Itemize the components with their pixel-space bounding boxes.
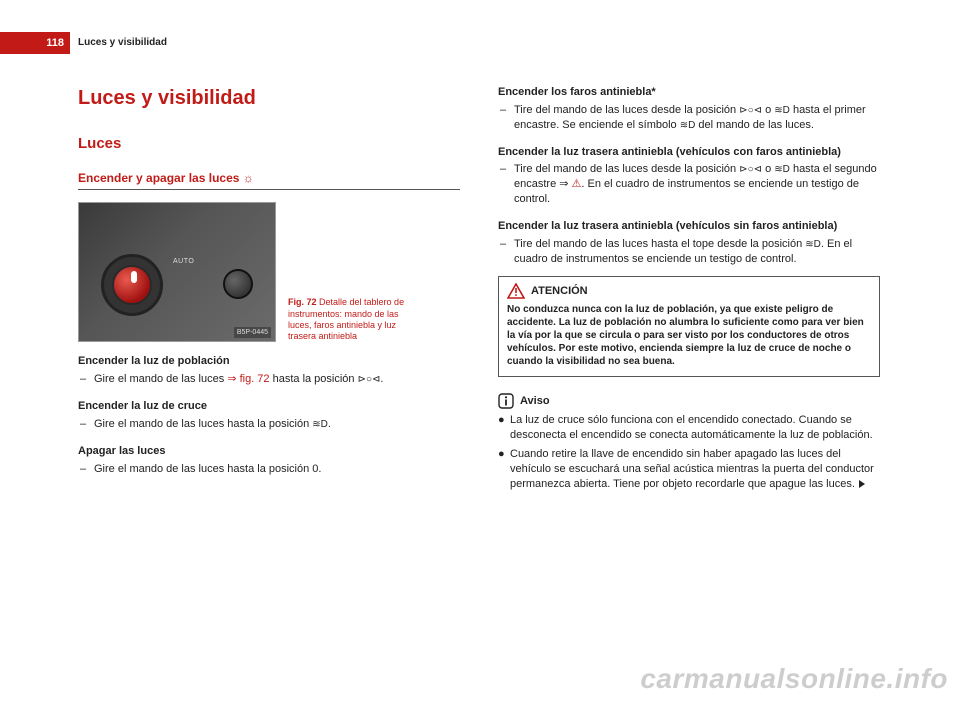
t: Tire del mando de las luces desde la pos… <box>514 104 739 116</box>
g: ≋D <box>774 105 790 116</box>
p1-step: – Gire el mando de las luces ⇒ fig. 72 h… <box>78 372 460 387</box>
r2-step: – Tire del mando de las luces desde la p… <box>498 162 880 207</box>
g: ⊳○⊲ <box>739 105 762 116</box>
p1-step-text: Gire el mando de las luces ⇒ fig. 72 has… <box>94 372 460 387</box>
right-column: Encender los faros antiniebla* – Tire de… <box>498 85 880 500</box>
sun-icon: ☼ <box>243 171 254 185</box>
warning-box: ATENCIÓN No conduzca nunca con la luz de… <box>498 276 880 377</box>
note-text-1: La luz de cruce sólo funciona con el enc… <box>510 413 880 443</box>
dash-icon: – <box>80 417 94 432</box>
position-glyph: ≋D <box>312 419 328 430</box>
p3-step-text: Gire el mando de las luces hasta la posi… <box>94 462 460 477</box>
warning-body: No conduzca nunca con la luz de població… <box>507 303 871 368</box>
t: Tire del mando de las luces hasta el top… <box>514 238 805 250</box>
bullet-dot: ● <box>498 413 510 443</box>
p1-heading: Encender la luz de población <box>78 354 460 369</box>
note-bullet-2: ● Cuando retire la llave de encendido si… <box>498 447 880 492</box>
t: Cuando retire la llave de encendido sin … <box>510 448 874 490</box>
g: ≋D <box>805 239 821 250</box>
r3-heading: Encender la luz trasera antiniebla (vehí… <box>498 219 880 234</box>
p1-post: hasta la posición <box>270 373 358 385</box>
r2-text: Tire del mando de las luces desde la pos… <box>514 162 880 207</box>
t: o <box>762 163 774 175</box>
title-sub: Encender y apagar las luces ☼ <box>78 170 460 190</box>
r3-text: Tire del mando de las luces hasta el top… <box>514 237 880 267</box>
figure-image: AUTO B5P-0445 <box>78 202 276 342</box>
figure-caption-prefix: Fig. 72 <box>288 297 319 307</box>
dash-icon: – <box>500 103 514 133</box>
auto-label: AUTO <box>173 257 194 266</box>
dash-icon: – <box>80 372 94 387</box>
dash-icon: – <box>80 462 94 477</box>
title-section: Luces <box>78 134 460 154</box>
g: ⊳○⊲ <box>739 164 762 175</box>
r2-heading: Encender la luz trasera antiniebla (vehí… <box>498 145 880 160</box>
note-title: Aviso <box>520 394 550 409</box>
p1-pre: Gire el mando de las luces <box>94 373 227 385</box>
warning-title: ATENCIÓN <box>531 284 588 299</box>
p3-heading: Apagar las luces <box>78 444 460 459</box>
g: ≋D <box>680 120 696 131</box>
note-header: Aviso <box>498 393 880 409</box>
figure-caption: Fig. 72 Detalle del tablero de instrumen… <box>288 297 418 342</box>
position-glyph: ⊳○⊲ <box>358 374 381 385</box>
continue-arrow-icon <box>859 480 865 488</box>
info-icon <box>498 393 514 409</box>
title-main: Luces y visibilidad <box>78 85 460 112</box>
r1-heading: Encender los faros antiniebla* <box>498 85 880 100</box>
warning-icon <box>507 283 525 299</box>
dash-icon: – <box>500 237 514 267</box>
warning-header: ATENCIÓN <box>507 283 871 299</box>
bullet-dot: ● <box>498 447 510 492</box>
g: ≋D <box>774 164 790 175</box>
figure-row: AUTO B5P-0445 Fig. 72 Detalle del tabler… <box>78 202 460 342</box>
note-box: Aviso ● La luz de cruce sólo funciona co… <box>498 387 880 499</box>
note-bullet-1: ● La luz de cruce sólo funciona con el e… <box>498 413 880 443</box>
title-sub-text: Encender y apagar las luces <box>78 171 243 185</box>
r3-step: – Tire del mando de las luces hasta el t… <box>498 237 880 267</box>
content-area: Luces y visibilidad Luces Encender y apa… <box>78 85 880 500</box>
page-number-tab: 118 <box>0 32 70 54</box>
p3-step: – Gire el mando de las luces hasta la po… <box>78 462 460 477</box>
t: Tire del mando de las luces desde la pos… <box>514 163 739 175</box>
r1-text: Tire del mando de las luces desde la pos… <box>514 103 880 133</box>
watermark: carmanualsonline.info <box>640 663 948 695</box>
p2-step-text: Gire el mando de las luces hasta la posi… <box>94 417 460 432</box>
p2-pre: Gire el mando de las luces hasta la posi… <box>94 418 312 430</box>
page-header: Luces y visibilidad <box>78 37 167 48</box>
fig-link: ⇒ fig. 72 <box>227 373 269 385</box>
p2-heading: Encender la luz de cruce <box>78 399 460 414</box>
t: o <box>762 104 774 116</box>
figure-code: B5P-0445 <box>234 327 271 338</box>
warn-glyph: ⚠ <box>572 178 582 190</box>
r1-step: – Tire del mando de las luces desde la p… <box>498 103 880 133</box>
p2-step: – Gire el mando de las luces hasta la po… <box>78 417 460 432</box>
t: del mando de las luces. <box>695 119 814 131</box>
left-column: Luces y visibilidad Luces Encender y apa… <box>78 85 460 500</box>
small-knob <box>223 269 253 299</box>
dash-icon: – <box>500 162 514 207</box>
note-text-2: Cuando retire la llave de encendido sin … <box>510 447 880 492</box>
